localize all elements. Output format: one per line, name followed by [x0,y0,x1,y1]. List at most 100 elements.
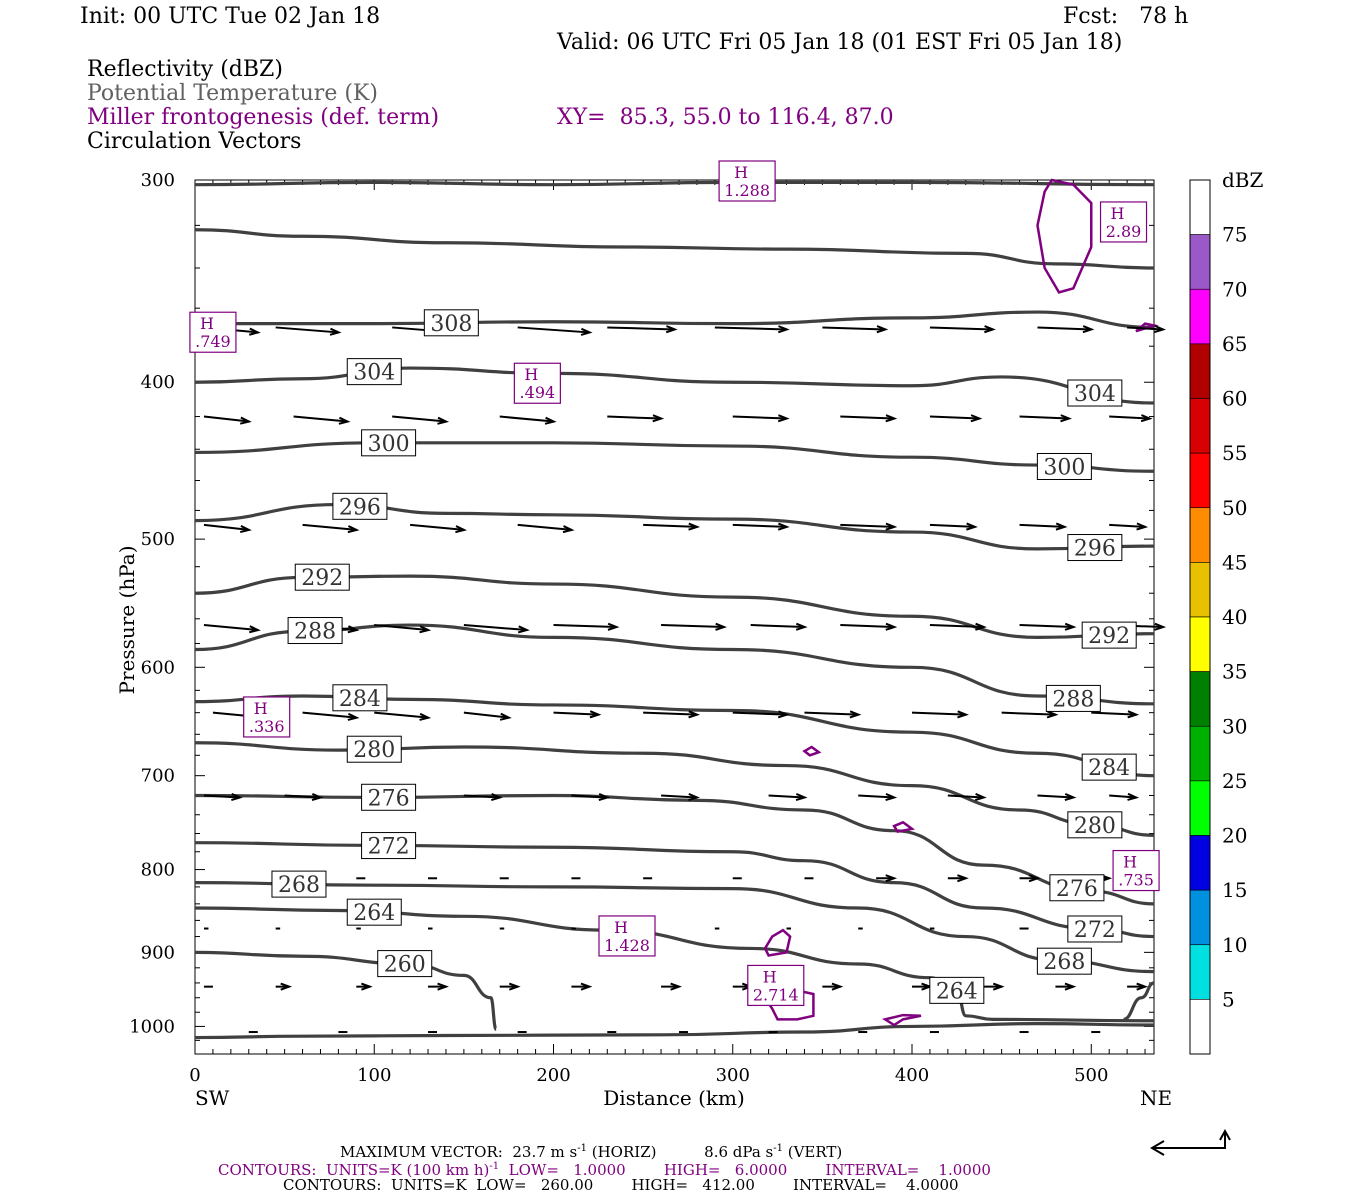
vector-scale-key [1150,1128,1231,1156]
circulation-vector [607,325,678,334]
circulation-vector [275,326,342,336]
svg-text:H: H [200,314,214,333]
svg-text:300: 300 [368,432,410,457]
x-tick-label: 300 [716,1065,750,1086]
circulation-vector [571,982,593,991]
circulation-vector [840,522,898,531]
colorbar-segment [1189,234,1211,290]
colorbar-label: 30 [1222,714,1247,738]
theta-label-268: 268 [1036,947,1092,975]
x-tick-label: 100 [357,1065,391,1086]
frontogenesis-max-label: H.494 [513,362,561,404]
theta-contour-0 [194,1022,1155,1040]
frontogenesis-max-label: H2.89 [1099,201,1148,243]
y-tick-label: 500 [141,529,175,550]
frontogenesis-max-label: H2.714 [747,964,805,1007]
circulation-vector [374,624,432,634]
svg-text:276: 276 [1056,877,1098,902]
circulation-vector [661,793,700,802]
x-tick-label: 0 [189,1065,200,1086]
circulation-vector [1091,710,1140,719]
theta-label-264: 264 [346,898,402,926]
circulation-vector [947,793,987,802]
x-end-label-sw: SW [195,1086,230,1110]
circulation-vector [1019,414,1072,423]
svg-text:292: 292 [301,566,343,591]
y-tick-label: 300 [141,170,175,191]
svg-text:H: H [1111,204,1125,223]
svg-text:H: H [1123,853,1137,872]
circulation-vector [1127,324,1167,334]
legend-xy-endpoints: XY= 85.3, 55.0 to 116.4, 87.0 [557,105,894,130]
legend-potential-temperature: Potential Temperature (K) [87,81,378,106]
theta-label-260: 260 [377,950,433,978]
theta-label-280: 280 [1067,811,1123,839]
circulation-vector [1019,522,1068,531]
y-tick-label: 900 [141,942,175,963]
theta-contour-264 [194,906,1155,1023]
circulation-vector [768,793,808,802]
theta-contour-264 [1123,981,1155,1021]
theta-label-272: 272 [1067,915,1123,943]
circulation-vector [732,522,790,531]
circulation-vector [661,982,682,991]
circulation-vector [714,325,790,334]
circulation-vector [203,523,252,534]
svg-text:268: 268 [278,873,320,898]
frontogenesis-contour [1036,178,1093,294]
theta-label-296: 296 [332,492,388,520]
circulation-vector [203,624,261,634]
circulation-vector [1127,982,1149,991]
theta-contour-260 [194,950,498,1031]
svg-text:280: 280 [353,738,395,763]
forecast-hour: Fcst: 78 h [1063,4,1189,29]
circulation-vector [410,523,468,534]
circulation-vector [643,710,701,719]
colorbar-segment [1189,398,1211,454]
svg-text:2.89: 2.89 [1106,222,1142,241]
circulation-vector [912,982,933,991]
circulation-vector [643,522,701,531]
theta-label-304: 304 [1067,379,1123,407]
svg-text:H: H [614,918,628,937]
colorbar-label: 60 [1222,387,1247,411]
circulation-vector [947,874,969,883]
theta-label-300: 300 [1036,452,1092,480]
footer-theta-contours: CONTOURS: UNITS=K LOW= 260.00 HIGH= 412.… [283,1176,959,1194]
circulation-vector [929,414,983,423]
svg-text:292: 292 [1088,624,1130,649]
y-tick-label: 800 [141,860,175,881]
colorbar-segment [1189,835,1211,891]
circulation-vector [1019,874,1041,883]
y-axis-label: Pressure (hPa) [115,546,139,695]
circulation-vector [929,522,978,531]
theta-label-304: 304 [346,358,402,386]
circulation-vector [302,523,360,534]
colorbar-label: 15 [1222,878,1247,902]
circulation-vector [517,326,593,336]
circulation-vector [392,415,450,425]
svg-text:288: 288 [1052,687,1094,712]
frontogenesis-max-label: H1.428 [598,915,656,957]
circulation-vector [1037,325,1095,334]
svg-text:H: H [763,967,777,986]
colorbar-frame [1189,179,1211,1055]
circulation-vector [822,982,844,991]
circulation-vector [840,622,898,631]
theta-contour-304 [194,366,1155,405]
circulation-vector [1055,982,1077,991]
circulation-vector [1109,792,1140,801]
y-tick-label: 400 [141,372,175,393]
svg-text:.494: .494 [520,383,556,402]
circulation-vector [463,624,530,634]
circulation-vector [822,325,889,334]
theta-label-268: 268 [271,870,327,898]
circulation-vector [858,793,898,802]
theta-label-284: 284 [332,684,388,712]
frontogenesis-contour [763,928,792,957]
colorbar-label: 5 [1222,987,1235,1011]
colorbar-segment [1189,288,1211,345]
frontogenesis-max-label: H.336 [243,696,291,738]
circulation-vector [517,523,575,534]
circulation-vector [499,982,521,991]
